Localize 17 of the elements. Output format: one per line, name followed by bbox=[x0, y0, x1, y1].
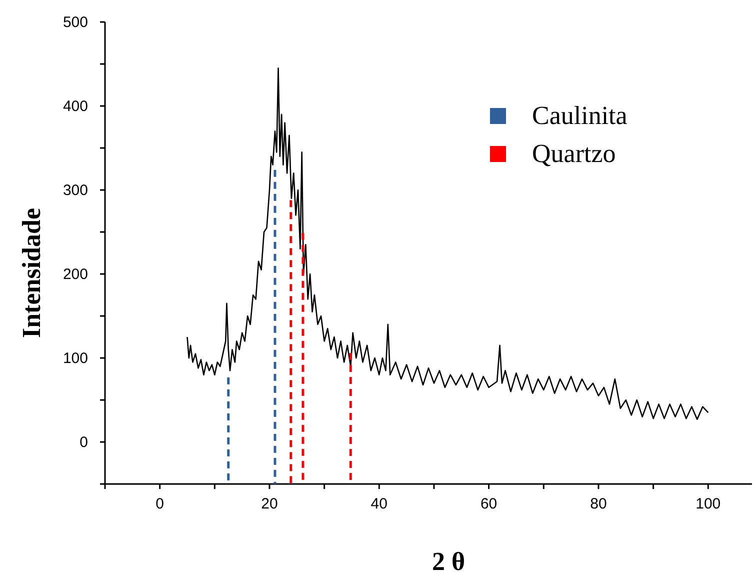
y-tick-label: 300 bbox=[62, 182, 88, 199]
y-tick-label: 200 bbox=[62, 266, 88, 283]
x-tick-label: 60 bbox=[480, 496, 498, 512]
y-tick-label: 400 bbox=[62, 98, 88, 115]
y-tick-label: 500 bbox=[62, 14, 88, 31]
x-tick-label: 0 bbox=[156, 496, 164, 512]
x-tick-label: 40 bbox=[370, 496, 388, 512]
x-tick-label: 80 bbox=[590, 496, 607, 512]
legend-label: Caulinita bbox=[532, 101, 628, 130]
x-tick-label: 20 bbox=[261, 496, 278, 512]
x-axis-title: 2 θ bbox=[432, 547, 466, 576]
y-tick-label: 0 bbox=[80, 434, 88, 451]
line-series bbox=[186, 68, 709, 420]
y-tick-label: 100 bbox=[62, 350, 88, 367]
legend-label: Quartzo bbox=[532, 139, 616, 168]
x-tick-label: 100 bbox=[696, 496, 721, 512]
y-axis-title: Intensidade bbox=[17, 208, 46, 338]
